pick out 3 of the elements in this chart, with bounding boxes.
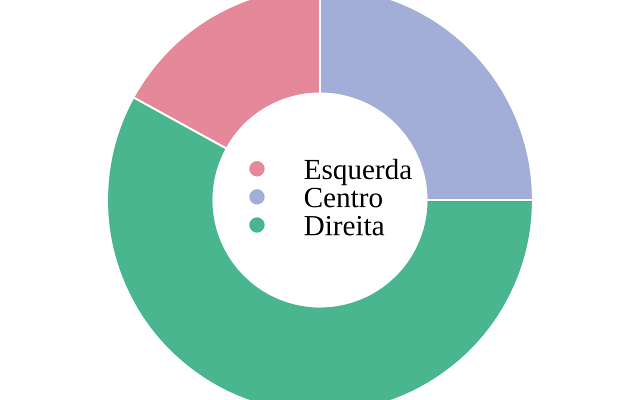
legend-label: Centro (304, 188, 382, 208)
legend-label: Esquerda (304, 158, 412, 186)
legend-label: Direita (304, 216, 384, 236)
